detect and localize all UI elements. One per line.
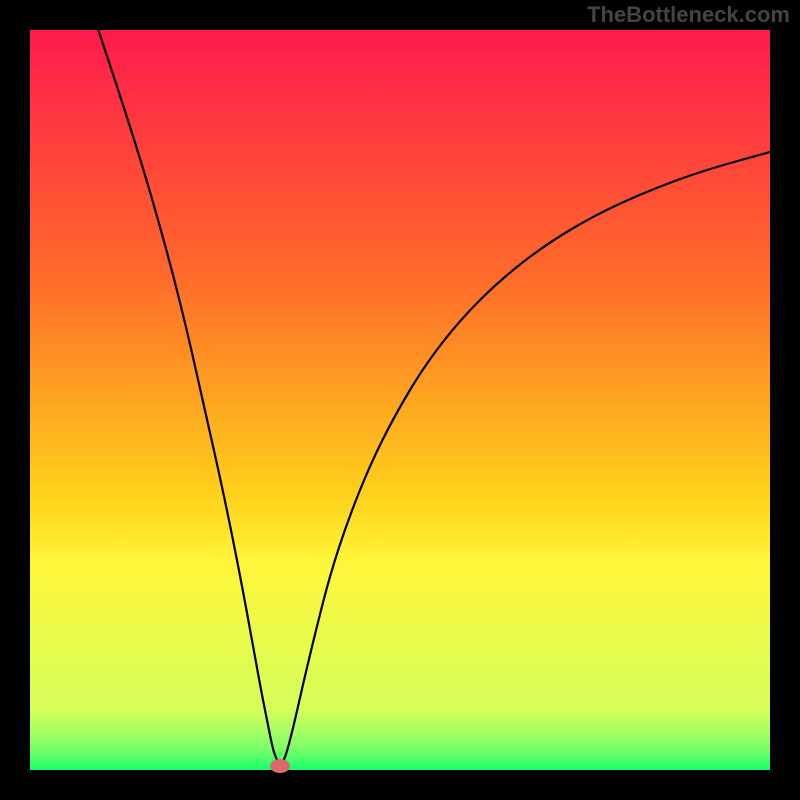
chart-container: TheBottleneck.com	[0, 0, 800, 800]
curve-svg	[0, 0, 800, 800]
minimum-marker	[270, 759, 290, 773]
attribution-text: TheBottleneck.com	[587, 2, 790, 28]
bottleneck-curve	[90, 5, 770, 765]
